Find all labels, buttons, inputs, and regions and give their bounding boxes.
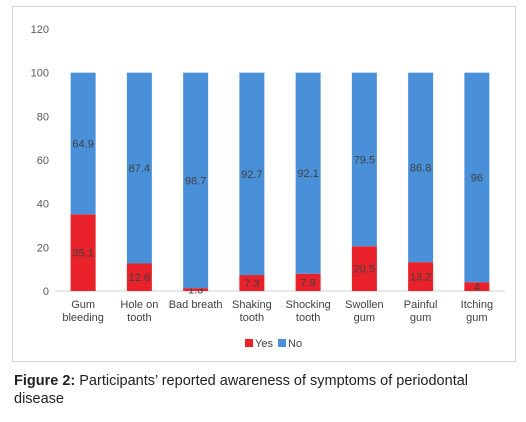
data-label-no: 64.9 (72, 139, 93, 151)
bar-segment-yes (70, 214, 96, 291)
bar-segment-yes (239, 275, 265, 291)
bar-segment-no (295, 72, 321, 274)
data-label-yes: 13.2 (410, 272, 431, 284)
y-tick-label: 40 (37, 199, 49, 211)
bar-segment-no (70, 72, 96, 215)
bar-segment-yes (408, 262, 434, 291)
data-label-yes: 12.6 (129, 272, 150, 284)
caption-label: Figure 2: (14, 373, 76, 389)
y-tick-label: 20 (37, 242, 49, 254)
x-tick-label: Swollen gum (345, 299, 384, 324)
data-label-no: 98.7 (185, 175, 206, 187)
bar-segment-no (408, 72, 434, 263)
bar-segment-no (126, 72, 152, 264)
data-label-no: 96 (471, 172, 483, 184)
bar-segment-yes (295, 273, 321, 291)
x-tick-label: Bad breath (169, 299, 223, 311)
y-tick-label: 80 (37, 111, 49, 123)
x-tick-label: Gum bleeding (62, 299, 104, 324)
chart-frame: 0 20 40 60 80 100 120 35.1 64.9 Gum bleeding 12.6 87… (12, 6, 516, 362)
y-tick-label: 100 (31, 68, 49, 80)
data-label-no: 86.8 (410, 162, 431, 174)
bar-segment-yes (351, 246, 377, 291)
data-label-no: 79.5 (354, 154, 375, 166)
data-label-no: 87.4 (129, 163, 150, 175)
bar-segment-no (351, 72, 377, 247)
figure-caption: Figure 2: Participants’ reported awarene… (14, 372, 514, 408)
data-label-no: 92.1 (297, 168, 318, 180)
x-tick-label: Shocking tooth (285, 299, 330, 324)
x-tick-label: Painful gum (404, 299, 438, 324)
legend-label-no: No (288, 338, 302, 350)
caption-text: Participants’ reported awareness of symp… (14, 373, 469, 407)
legend-swatch-yes (245, 339, 253, 347)
x-tick-label: Shaking tooth (232, 299, 272, 324)
y-tick-label: 60 (37, 155, 49, 167)
bar-segment-yes (183, 288, 209, 291)
data-label-yes: 20.5 (354, 264, 375, 276)
y-tick-label: 120 (31, 24, 49, 36)
legend-swatch-no (278, 339, 286, 347)
stacked-bar-chart: 0 20 40 60 80 100 120 35.1 64.9 Gum bleeding 12.6 87… (31, 24, 505, 350)
bar-segment-no (239, 72, 265, 276)
x-tick-label: Itching gum (461, 299, 493, 324)
x-tick-label: Hole on tooth (120, 299, 158, 324)
y-tick-label: 0 (43, 286, 49, 298)
bar-segment-no (464, 72, 490, 283)
bar-segment-yes (464, 282, 490, 291)
data-label-yes: 7.9 (300, 277, 315, 289)
data-label-no: 92.7 (241, 169, 262, 181)
data-label-yes: 35.1 (72, 248, 93, 260)
bar-segment-yes (126, 263, 152, 291)
data-label-yes: 4 (474, 282, 480, 294)
data-label-yes: 7.3 (244, 278, 259, 290)
bar-segment-no (183, 72, 209, 289)
legend-label-yes: Yes (255, 338, 273, 350)
